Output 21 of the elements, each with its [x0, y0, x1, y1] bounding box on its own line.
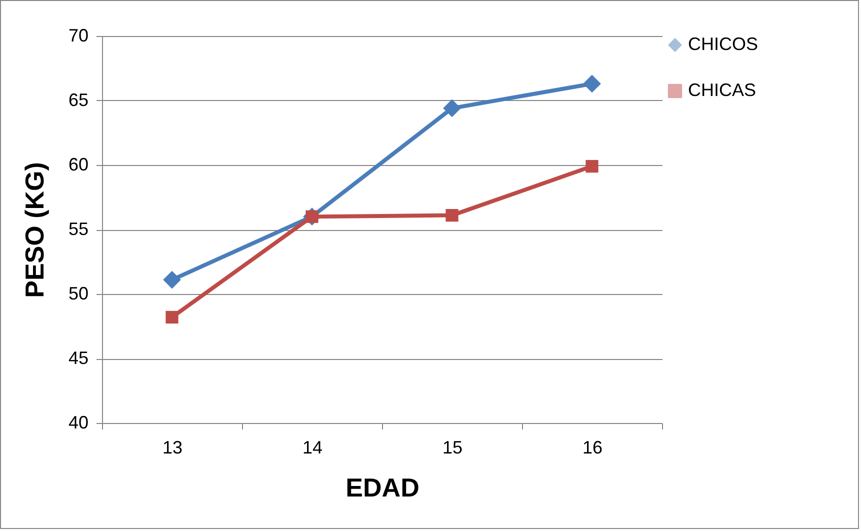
legend-label: CHICAS	[688, 80, 756, 100]
y-tick-label: 45	[68, 348, 88, 368]
point	[586, 160, 598, 173]
point	[446, 208, 458, 222]
x-tick-label: 13	[162, 438, 183, 458]
y-tick-label: 70	[68, 26, 88, 46]
point	[443, 99, 461, 118]
x-tick-label: 14	[302, 438, 323, 458]
y-tick-label: 55	[68, 219, 88, 239]
x-tick-label: 16	[582, 438, 603, 458]
y-tick-label: 60	[68, 154, 88, 174]
legend-label: CHICOS	[688, 34, 758, 54]
y-tick-label: 50	[68, 284, 88, 304]
x-axis-title: EDAD	[346, 472, 420, 502]
x-tick-label: 15	[442, 438, 463, 458]
point	[163, 270, 181, 289]
y-tick-label: 40	[68, 412, 88, 432]
point	[583, 74, 601, 93]
y-tick-label: 65	[68, 90, 88, 110]
point	[166, 310, 178, 324]
y-axis-title: PESO (KG)	[19, 162, 50, 298]
